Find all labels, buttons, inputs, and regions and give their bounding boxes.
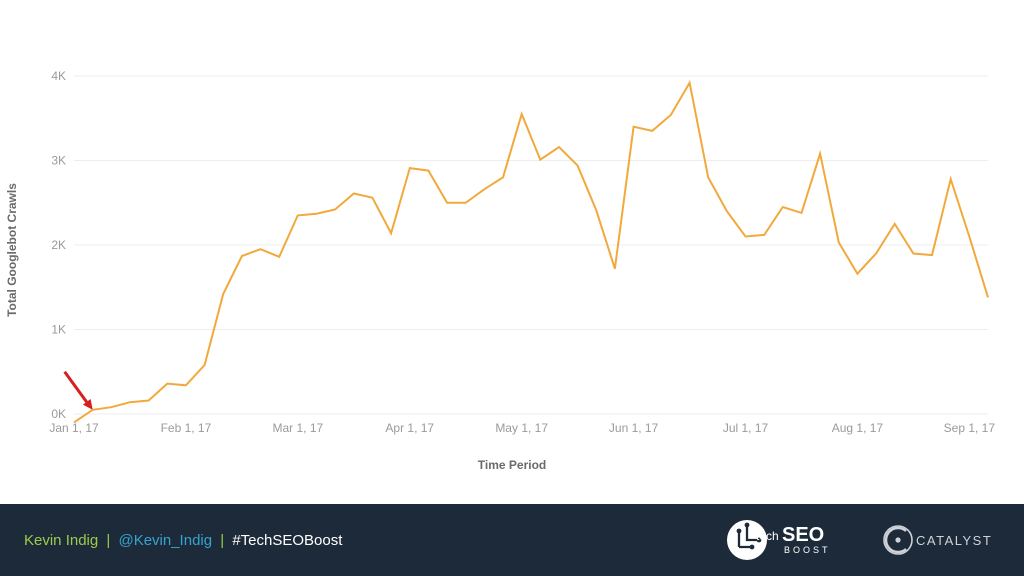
techseoboost-logo: tech SEO BOOST	[724, 517, 854, 563]
chart-area: 0K1K2K3K4KJan 1, 17Feb 1, 17Mar 1, 17Apr…	[28, 70, 996, 430]
svg-text:4K: 4K	[51, 70, 66, 83]
svg-text:2K: 2K	[51, 238, 66, 252]
svg-text:3K: 3K	[51, 154, 66, 168]
svg-text:Jan 1, 17: Jan 1, 17	[49, 421, 99, 435]
svg-text:Feb 1, 17: Feb 1, 17	[161, 421, 212, 435]
svg-text:Mar 1, 17: Mar 1, 17	[272, 421, 323, 435]
footer-logos: tech SEO BOOST CATALYST	[724, 517, 1000, 563]
separator: |	[106, 532, 110, 549]
svg-text:May 1, 17: May 1, 17	[495, 421, 548, 435]
logo-sub: BOOST	[784, 545, 831, 555]
x-axis-label: Time Period	[28, 458, 996, 472]
line-chart: 0K 1K 2K 3K 4K Jan 1, 17 Feb 1, 17 Mar 1, 17 Apr…	[28, 70, 996, 460]
svg-text:Sep 1, 17: Sep 1, 17	[944, 421, 996, 435]
twitter-handle: @Kevin_Indig	[118, 532, 212, 549]
y-axis-label-text: Total Googlebot Crawls	[5, 183, 19, 317]
logo-main: SEO	[782, 524, 824, 546]
catalyst-logo: CATALYST	[882, 517, 1000, 563]
svg-text:Jul 1, 17: Jul 1, 17	[723, 421, 769, 435]
svg-text:1K: 1K	[51, 323, 66, 337]
svg-text:Jun 1, 17: Jun 1, 17	[609, 421, 659, 435]
separator: |	[220, 532, 228, 549]
hashtag: #TechSEOBoost	[232, 532, 342, 549]
catalyst-text: CATALYST	[916, 533, 992, 548]
svg-text:Aug 1, 17: Aug 1, 17	[832, 421, 884, 435]
footer-bar: Kevin Indig | @Kevin_Indig | #TechSEOBoo…	[0, 504, 1024, 576]
svg-text:Apr 1, 17: Apr 1, 17	[385, 421, 434, 435]
y-axis-label: Total Googlebot Crawls	[2, 70, 22, 430]
logo-prefix: tech	[756, 529, 779, 543]
slide: Total Googlebot Crawls 0K 1K 2K 3K 4K Jan 1, …	[0, 0, 1024, 576]
footer-credits: Kevin Indig | @Kevin_Indig | #TechSEOBoo…	[24, 532, 342, 549]
svg-text:0K: 0K	[51, 407, 66, 421]
author-name: Kevin Indig	[24, 532, 98, 549]
